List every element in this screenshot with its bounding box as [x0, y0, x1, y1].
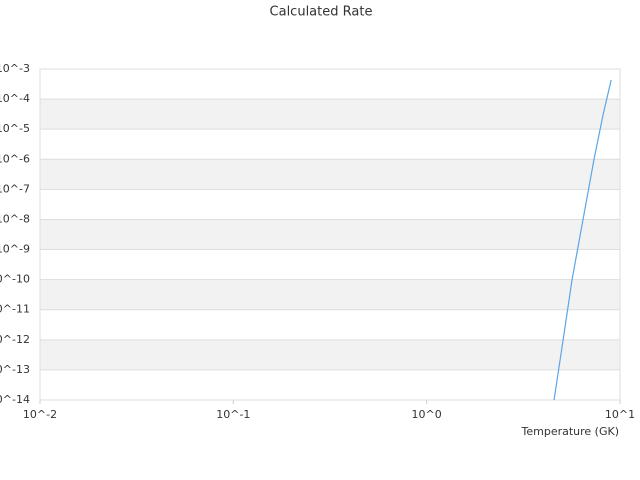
grid-band [40, 219, 620, 250]
plot-area [553, 79, 612, 401]
y-tick-label: 10^-12 [0, 333, 30, 346]
grid-band [40, 339, 620, 370]
y-tick-label: 10^-8 [0, 212, 30, 225]
x-tick-label: 10^1 [605, 408, 635, 421]
y-tick-label: 10^-14 [0, 393, 30, 406]
x-tick-label: 10^-2 [23, 408, 57, 421]
y-tick-label: 10^-6 [0, 152, 30, 165]
x-axis-label: Temperature (GK) [521, 425, 620, 438]
grid-band [40, 159, 620, 190]
y-tick-label: 10^-3 [0, 62, 30, 75]
plot-border [39, 68, 621, 401]
grid-bands [40, 69, 620, 400]
x-tick-label: 10^0 [412, 408, 442, 421]
y-tick-label: 10^-9 [0, 243, 30, 256]
grid-band [40, 279, 620, 310]
y-tick-label: 10^-10 [0, 273, 30, 286]
line [553, 79, 612, 401]
x-tick-label: 10^-1 [216, 408, 250, 421]
y-tick-label: 10^-5 [0, 122, 30, 135]
y-tick-label: 10^-13 [0, 363, 30, 376]
y-tick-label: 10^-11 [0, 303, 30, 316]
y-tick-label: 10^-4 [0, 92, 30, 105]
grid [39, 68, 621, 404]
tick-labels: 10^-14 10^-13 10^-12 10^-11 10^-10 10^-9 10^-8… [0, 62, 635, 421]
grid-band [40, 99, 620, 130]
y-tick-label: 10^-7 [0, 182, 30, 195]
chart-title: Calculated Rate [270, 5, 373, 20]
